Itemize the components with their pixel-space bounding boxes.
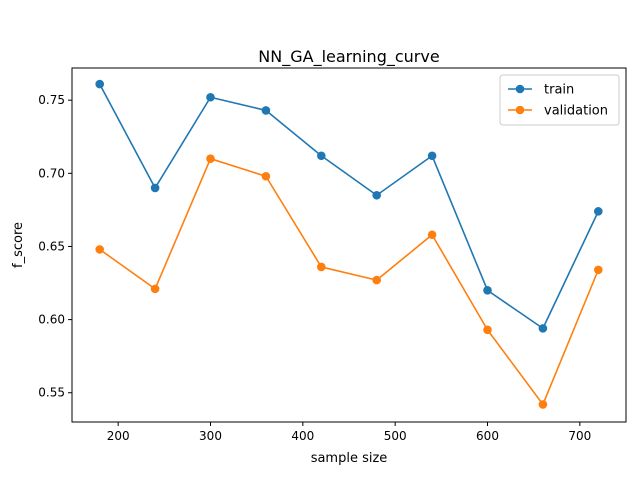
legend-entries: train validation xyxy=(508,83,608,119)
data-point-validation xyxy=(317,262,326,272)
y-tick-label: 0.60 xyxy=(38,313,65,327)
data-point-train xyxy=(150,183,160,193)
y-tick-label: 0.65 xyxy=(38,239,65,253)
x-tick-label: 400 xyxy=(291,429,314,443)
data-point-train xyxy=(372,190,382,200)
data-point-validation xyxy=(150,284,160,294)
data-point-train xyxy=(95,79,104,89)
data-point-validation xyxy=(483,325,492,335)
y-tick-label: 0.55 xyxy=(38,386,65,400)
data-point-validation xyxy=(261,171,271,181)
x-axis-label: sample size xyxy=(311,451,388,466)
y-axis-label: f_score xyxy=(11,222,26,268)
data-point-train xyxy=(594,207,603,216)
x-tick-label: 700 xyxy=(568,429,591,443)
x-tick-label: 200 xyxy=(107,429,130,443)
data-point-validation xyxy=(538,400,548,409)
data-point-train xyxy=(538,324,548,333)
series-validation xyxy=(95,154,603,409)
data-point-train xyxy=(317,151,326,161)
chart-title: NN_GA_learning_curve xyxy=(258,47,439,67)
y-tick-label: 0.75 xyxy=(38,93,65,107)
data-point-train xyxy=(483,286,492,295)
series-train xyxy=(95,79,603,333)
legend: train validation xyxy=(499,74,620,126)
legend-marker-train xyxy=(515,84,525,94)
data-point-train xyxy=(261,106,271,115)
y-axis-ticks: 0.55 0.60 0.65 0.70 0.75 xyxy=(38,93,72,400)
data-point-train xyxy=(206,92,215,102)
legend-label-train: train xyxy=(544,83,574,98)
series-line-train xyxy=(98,83,600,330)
data-point-validation xyxy=(427,230,437,240)
x-tick-label: 300 xyxy=(199,429,222,443)
axes-frame xyxy=(71,67,627,423)
x-tick-label: 600 xyxy=(476,429,499,443)
data-point-validation xyxy=(594,265,603,275)
x-axis-ticks: 200 300 400 500 600 700 xyxy=(107,422,591,443)
legend-label-validation: validation xyxy=(544,104,608,119)
data-point-validation xyxy=(372,275,382,285)
legend-marker-validation xyxy=(515,105,525,115)
series-layer xyxy=(95,79,603,409)
data-point-validation xyxy=(95,245,104,254)
y-tick-label: 0.70 xyxy=(38,166,65,180)
legend-box xyxy=(499,74,620,126)
x-tick-label: 500 xyxy=(384,429,407,443)
data-point-train xyxy=(427,151,437,161)
data-point-validation xyxy=(206,154,215,163)
series-line-validation xyxy=(99,157,600,406)
